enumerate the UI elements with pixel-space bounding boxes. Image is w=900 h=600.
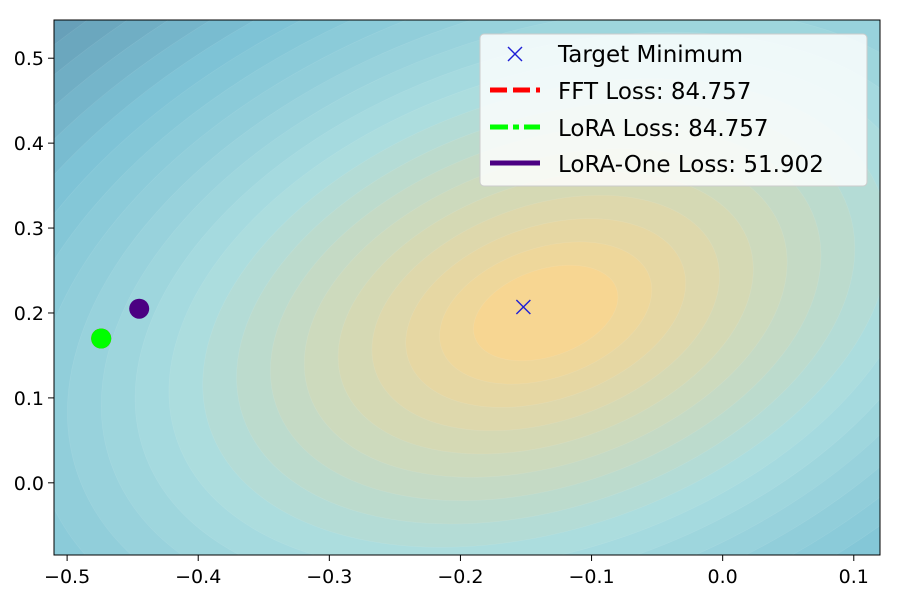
x-tick-label: −0.4 [175, 566, 221, 588]
x-tick-label: −0.3 [306, 566, 352, 588]
y-tick-label: 0.3 [14, 218, 44, 240]
legend-label: LoRA-One Loss: 51.902 [558, 152, 824, 178]
legend: Target Minimum FFT Loss: 84.757 LoRA Los… [479, 33, 868, 187]
y-tick-label: 0.1 [14, 388, 44, 410]
x-tick-label: −0.1 [568, 566, 614, 588]
legend-label: Target Minimum [557, 42, 743, 68]
y-tick-label: 0.2 [14, 303, 44, 325]
legend-box [479, 33, 868, 187]
legend-entry-lora: LoRA Loss: 84.757 [490, 116, 769, 142]
lora-point [91, 328, 112, 349]
y-tick-label: 0.4 [14, 133, 44, 155]
data-points [91, 298, 531, 349]
x-axis: −0.5 −0.4 −0.3 −0.2 −0.1 0.0 0.1 [44, 555, 869, 588]
legend-entry-lora-one: LoRA-One Loss: 51.902 [490, 152, 824, 178]
legend-label: FFT Loss: 84.757 [558, 79, 751, 105]
legend-label: LoRA Loss: 84.757 [558, 116, 769, 142]
legend-entry-fft: FFT Loss: 84.757 [490, 79, 751, 105]
x-tick-label: −0.2 [437, 566, 483, 588]
lora-one-point [129, 298, 150, 319]
plot-frame [53, 19, 881, 556]
x-tick-label: 0.0 [708, 566, 738, 588]
y-axis: 0.0 0.1 0.2 0.3 0.4 0.5 [14, 48, 54, 495]
legend-x-marker [507, 46, 523, 62]
y-tick-label: 0.5 [14, 48, 44, 70]
x-tick-label: −0.5 [44, 566, 90, 588]
contour-level [473, 264, 619, 362]
legend-entry-target-minimum: Target Minimum [507, 42, 743, 68]
y-tick-label: 0.0 [14, 473, 44, 495]
target-minimum-marker [515, 299, 531, 315]
x-tick-label: 0.1 [839, 566, 869, 588]
